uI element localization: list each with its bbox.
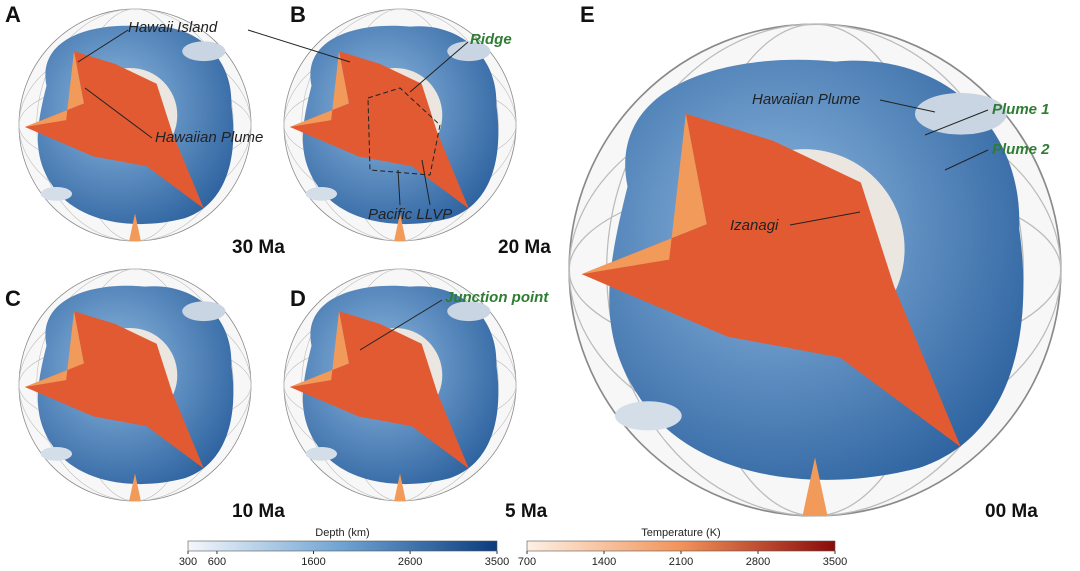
colorbar-tick-label: 2800 bbox=[746, 556, 770, 568]
panel-letter: B bbox=[290, 2, 306, 27]
colorbar bbox=[526, 540, 836, 552]
colorbar-tick-label: 3500 bbox=[823, 556, 847, 568]
annotation: Hawaii Island bbox=[128, 19, 218, 36]
colorbar-tick-label: 1400 bbox=[592, 556, 616, 568]
colorbar-title: Temperature (K) bbox=[641, 527, 720, 539]
age-label: 00 Ma bbox=[985, 501, 1038, 522]
panel-letter: C bbox=[5, 286, 21, 311]
age-label: 10 Ma bbox=[232, 501, 285, 522]
colorbars: Depth (km) 300 600 1600 2600 3500 Temperature … bbox=[179, 527, 847, 568]
annotation: Hawaiian Plume bbox=[155, 129, 263, 146]
globe-render bbox=[18, 268, 252, 502]
annotation: Plume 1 bbox=[992, 101, 1050, 118]
colorbar-tick-label: 300 bbox=[179, 556, 197, 568]
leader-lines bbox=[77, 29, 989, 351]
colorbar-tick-label: 2600 bbox=[398, 556, 422, 568]
panel-letter: E bbox=[580, 2, 595, 27]
colorbar-title: Depth (km) bbox=[315, 527, 369, 539]
colorbar bbox=[187, 540, 498, 552]
age-label: 30 Ma bbox=[232, 237, 285, 258]
age-label: 20 Ma bbox=[498, 237, 551, 258]
colorbar-tick-label: 600 bbox=[208, 556, 226, 568]
annotation: Junction point bbox=[445, 289, 549, 306]
panel-letter: A bbox=[5, 2, 21, 27]
annotation: Plume 2 bbox=[992, 141, 1050, 158]
annotation: Pacific LLVP bbox=[368, 206, 452, 223]
colorbar-tick-label: 3500 bbox=[485, 556, 509, 568]
annotation: Ridge bbox=[470, 31, 512, 48]
panel-letter: D bbox=[290, 286, 306, 311]
colorbar-tick-label: 1600 bbox=[301, 556, 325, 568]
age-label: 5 Ma bbox=[505, 501, 548, 522]
annotation: Hawaiian Plume bbox=[752, 91, 860, 108]
colorbar-tick-label: 700 bbox=[518, 556, 536, 568]
colorbar-tick-label: 2100 bbox=[669, 556, 693, 568]
annotation: Izanagi bbox=[730, 217, 779, 234]
